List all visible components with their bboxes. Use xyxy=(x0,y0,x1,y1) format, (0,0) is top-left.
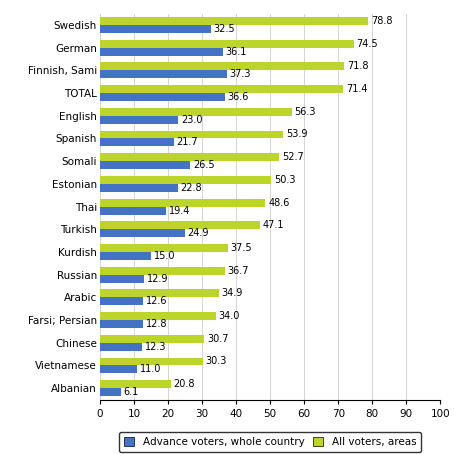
Bar xyxy=(100,161,190,169)
Text: 56.3: 56.3 xyxy=(294,107,316,117)
Bar xyxy=(100,320,143,328)
Bar xyxy=(100,365,138,373)
Bar xyxy=(100,335,204,343)
Text: 78.8: 78.8 xyxy=(371,16,392,26)
Bar xyxy=(100,25,211,33)
Text: 23.0: 23.0 xyxy=(181,115,202,125)
Bar xyxy=(100,17,368,25)
Bar xyxy=(100,70,227,78)
Bar xyxy=(100,116,178,123)
Text: 12.8: 12.8 xyxy=(146,319,168,329)
Text: 19.4: 19.4 xyxy=(169,206,190,216)
Bar xyxy=(100,62,345,70)
Text: 11.0: 11.0 xyxy=(140,365,162,375)
Text: 34.9: 34.9 xyxy=(222,288,243,298)
Text: 21.7: 21.7 xyxy=(177,138,198,148)
Text: 53.9: 53.9 xyxy=(286,129,308,139)
Bar xyxy=(100,252,151,260)
Text: 36.1: 36.1 xyxy=(226,47,247,57)
Text: 74.5: 74.5 xyxy=(356,39,378,49)
Bar xyxy=(100,85,343,93)
Text: 6.1: 6.1 xyxy=(123,387,138,397)
Bar xyxy=(100,153,279,161)
Text: 20.8: 20.8 xyxy=(173,379,195,389)
Text: 12.3: 12.3 xyxy=(144,342,166,352)
Bar xyxy=(100,290,219,297)
Bar xyxy=(100,244,227,252)
Bar xyxy=(100,39,354,48)
Bar xyxy=(100,297,143,305)
Text: 26.5: 26.5 xyxy=(193,160,214,170)
Bar xyxy=(100,207,166,215)
Text: 36.6: 36.6 xyxy=(227,92,249,102)
Text: 12.6: 12.6 xyxy=(146,296,167,306)
Text: 34.0: 34.0 xyxy=(218,311,240,321)
Text: 30.7: 30.7 xyxy=(207,334,229,344)
Bar xyxy=(100,199,265,207)
Text: 50.3: 50.3 xyxy=(274,175,296,185)
Bar xyxy=(100,388,121,396)
Text: 36.7: 36.7 xyxy=(227,266,249,276)
Text: 37.3: 37.3 xyxy=(230,69,251,79)
Bar xyxy=(100,357,203,365)
Text: 30.3: 30.3 xyxy=(206,356,227,366)
Bar xyxy=(100,48,223,55)
Bar xyxy=(100,138,174,146)
Bar xyxy=(100,131,283,138)
Bar xyxy=(100,184,178,192)
Bar xyxy=(100,343,142,351)
Text: 15.0: 15.0 xyxy=(153,251,175,261)
Bar xyxy=(100,93,225,101)
Bar xyxy=(100,176,271,184)
Bar xyxy=(100,229,185,237)
Text: 52.7: 52.7 xyxy=(282,152,304,162)
Bar xyxy=(100,275,144,282)
Text: 24.9: 24.9 xyxy=(188,228,209,238)
Text: 47.1: 47.1 xyxy=(263,220,285,230)
Text: 48.6: 48.6 xyxy=(268,197,290,207)
Text: 71.4: 71.4 xyxy=(346,84,367,94)
Bar xyxy=(100,380,171,388)
Bar xyxy=(100,312,216,320)
Legend: Advance voters, whole country, All voters, areas: Advance voters, whole country, All voter… xyxy=(119,432,421,452)
Text: 37.5: 37.5 xyxy=(230,243,252,253)
Text: 12.9: 12.9 xyxy=(147,274,168,284)
Bar xyxy=(100,266,225,275)
Text: 22.8: 22.8 xyxy=(180,183,202,193)
Text: 32.5: 32.5 xyxy=(213,24,235,34)
Text: 71.8: 71.8 xyxy=(347,61,369,71)
Bar xyxy=(100,108,291,116)
Bar xyxy=(100,221,260,229)
